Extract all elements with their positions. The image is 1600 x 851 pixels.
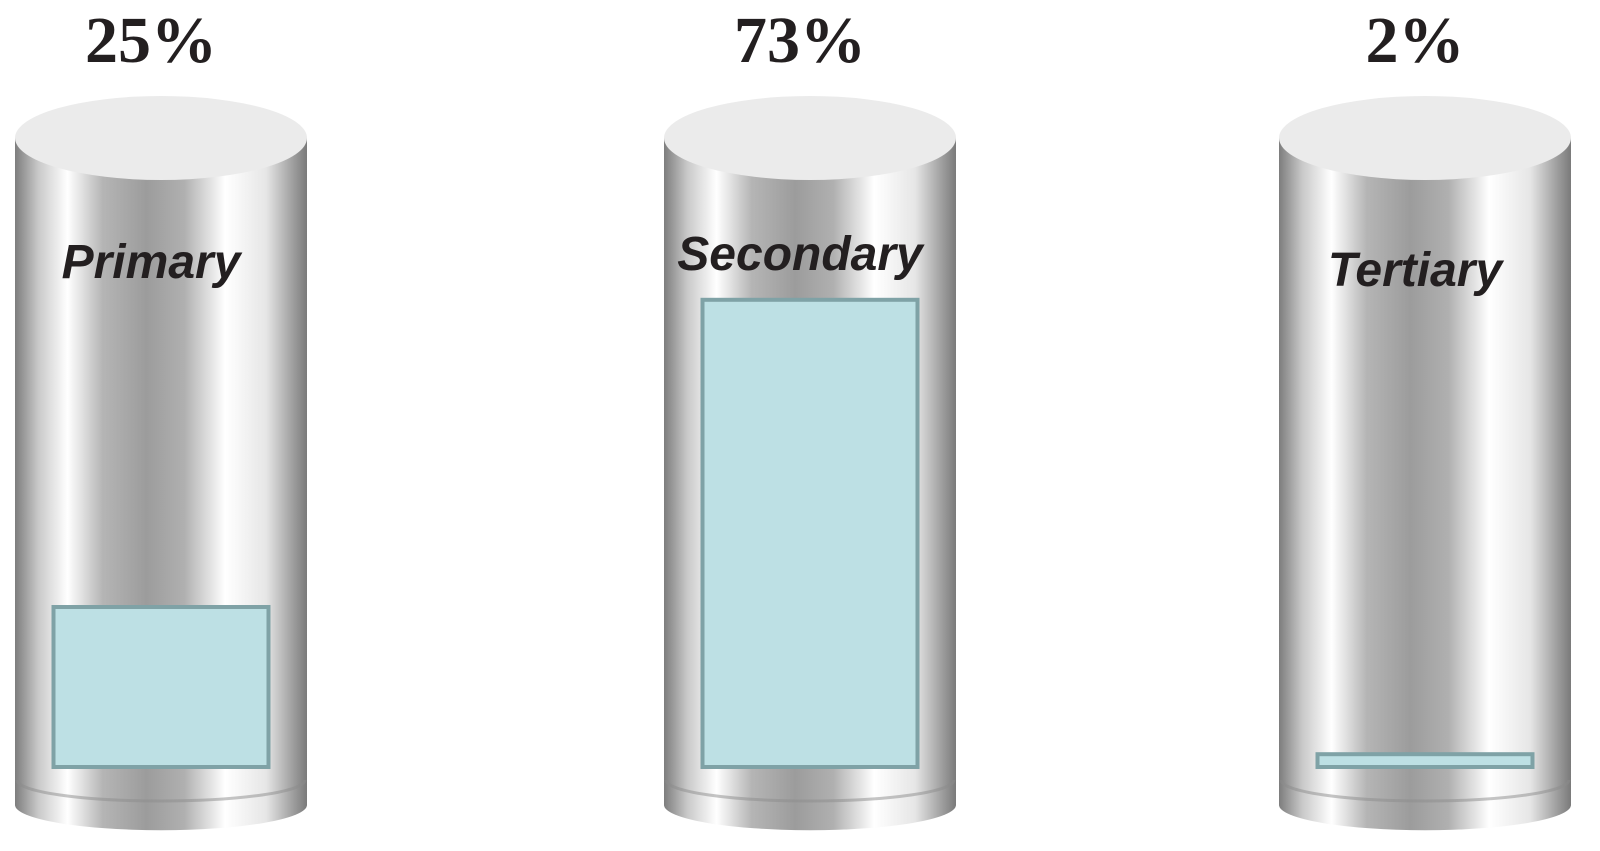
value-label: 73% [734, 4, 866, 77]
cylinder-rim [664, 779, 956, 803]
bar [51, 605, 271, 769]
cylinder-body [1279, 138, 1571, 831]
value-label: 2% [1366, 4, 1465, 77]
category-label: Primary [62, 236, 243, 289]
cylinder-top [1279, 96, 1571, 180]
category-label: Tertiary [1328, 244, 1505, 297]
cylinder-top [15, 96, 307, 180]
bar [1315, 752, 1535, 770]
cylinder-rim [15, 779, 307, 803]
category-label: Secondary [677, 228, 925, 281]
cylinder-top [664, 96, 956, 180]
cylinder-rim [1279, 779, 1571, 803]
value-label: 25% [85, 4, 217, 77]
bar [700, 297, 920, 769]
